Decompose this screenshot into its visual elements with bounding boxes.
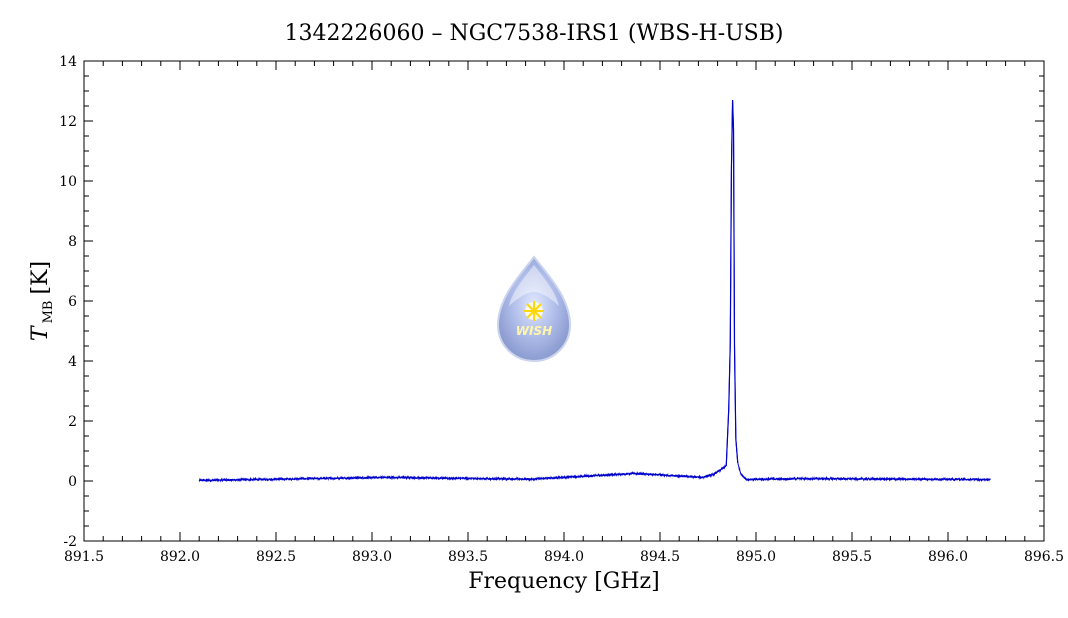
- spectrum-series-line: [198, 100, 991, 483]
- y-axis-label: TMB [K]: [28, 261, 56, 341]
- x-tick-label: 894.0: [544, 549, 584, 565]
- x-tick-label: 896.0: [928, 549, 968, 565]
- logo-text: WISH: [516, 324, 552, 338]
- y-tick-label: 12: [59, 114, 77, 130]
- x-tick-label: 891.5: [64, 549, 104, 565]
- y-tick-label: 0: [68, 474, 77, 490]
- y-tick-label: 8: [68, 234, 77, 250]
- y-tick-label: 4: [68, 354, 77, 370]
- axes: 891.5 892.0 892.5 893.0 893.5 894.0 894.5 895.0…: [59, 54, 1064, 565]
- y-axis-label-unit: [K]: [28, 261, 53, 295]
- y-tick-label: 10: [59, 174, 77, 190]
- plot-area: [198, 99, 991, 483]
- star-icon: [524, 301, 544, 321]
- x-tick-label: 892.0: [160, 549, 200, 565]
- x-tick-label: 892.5: [256, 549, 296, 565]
- y-axis-label-sub: MB: [41, 301, 56, 324]
- y-axis-label-main: T: [28, 324, 53, 341]
- x-tick-label: 893.5: [448, 549, 488, 565]
- y-tick-label: 6: [68, 294, 77, 310]
- x-tick-label: 896.5: [1024, 549, 1064, 565]
- y-tick-label: 14: [59, 54, 77, 70]
- x-tick-label: 895.0: [736, 549, 776, 565]
- x-axis-label: Frequency [GHz]: [468, 569, 660, 594]
- x-tick-label: 893.0: [352, 549, 392, 565]
- wish-logo: WISH: [496, 255, 572, 363]
- y-tick-label: -2: [63, 534, 77, 550]
- drop-highlight: [509, 265, 559, 306]
- chart-title: 1342226060 – NGC7538-IRS1 (WBS-H-USB): [284, 21, 783, 46]
- spectrum-peak-line: [725, 99, 739, 467]
- y-tick-label: 2: [68, 414, 77, 430]
- x-tick-label: 894.5: [640, 549, 680, 565]
- x-tick-label: 895.5: [832, 549, 872, 565]
